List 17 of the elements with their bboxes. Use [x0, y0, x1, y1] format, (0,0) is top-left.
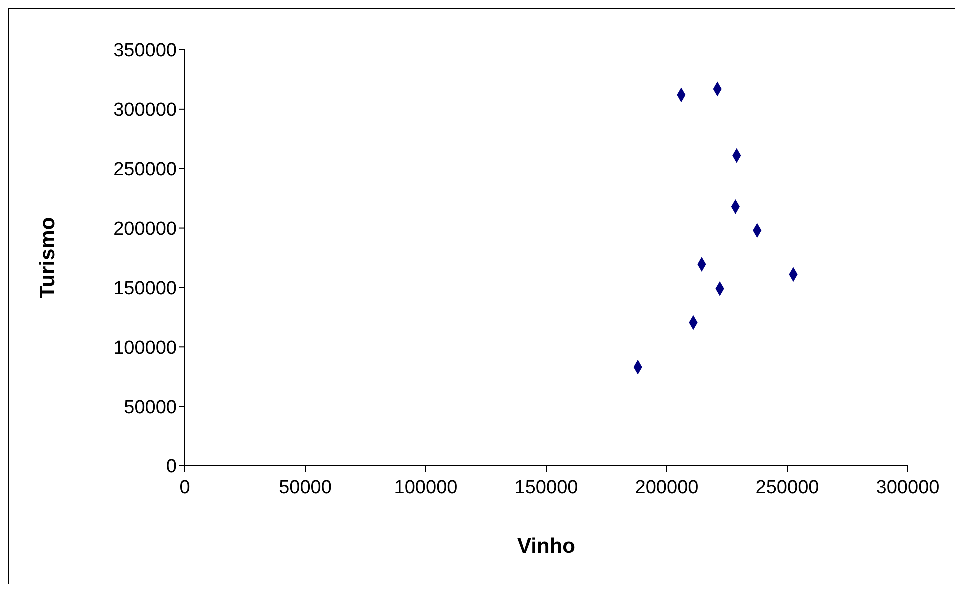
- x-tick-label: 100000: [394, 477, 458, 498]
- x-tick-label: 300000: [876, 477, 940, 498]
- y-tick-label: 300000: [114, 100, 177, 122]
- y-tick-label: 200000: [114, 219, 177, 240]
- y-tick-label: 150000: [114, 278, 177, 300]
- x-tick-label: 50000: [279, 477, 332, 498]
- x-tick-label: 250000: [756, 477, 820, 498]
- y-tick-label: 0: [166, 456, 177, 478]
- x-tick-label: 200000: [635, 477, 699, 498]
- x-axis-title: Vinho: [518, 535, 576, 558]
- y-tick-label: 50000: [124, 397, 177, 418]
- y-axis-title: Turismo: [36, 217, 60, 299]
- x-tick-label: 150000: [514, 477, 578, 498]
- x-tick-label: 0: [180, 477, 190, 498]
- y-tick-label: 250000: [114, 160, 177, 181]
- y-tick-label: 350000: [114, 40, 177, 62]
- y-tick-label: 100000: [114, 338, 177, 359]
